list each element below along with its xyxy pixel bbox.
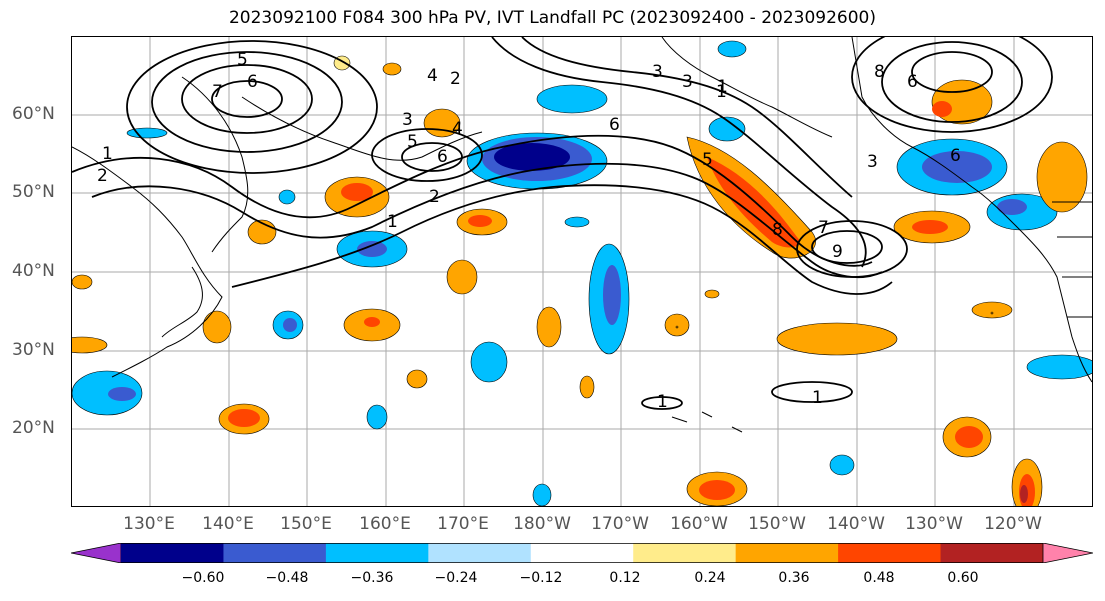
lat-label-40: 40°N <box>12 261 55 281</box>
neg-blob-bering <box>536 84 608 114</box>
pv-contours <box>72 37 1053 410</box>
contour-label: 3 <box>867 152 878 172</box>
colorbar-tick: −0.24 <box>434 570 478 586</box>
contour-label: 7 <box>818 218 829 238</box>
contour-label: 1 <box>716 82 727 102</box>
colorbar-tick: 0.24 <box>694 570 726 586</box>
map-canvas: 5 6 7 4 3 5 6 2 1 2 3 3 6 1 4 1 2 8 6 5 … <box>72 37 1092 506</box>
contour-label: 2 <box>97 166 108 186</box>
contour-label: 5 <box>237 50 248 70</box>
contour-label: 5 <box>407 132 418 152</box>
coastlines <box>72 37 1092 433</box>
colorbar-cells <box>71 543 1093 563</box>
colorbar-cell <box>325 543 429 563</box>
contour-label: 3 <box>652 62 663 82</box>
colorbar-cell <box>940 543 1044 563</box>
colorbar-cell <box>121 543 224 563</box>
colorbar-tick: −0.60 <box>181 570 225 586</box>
colorbar-cell <box>223 543 327 563</box>
contour-label: 4 <box>452 119 463 139</box>
lon-label: 150°W <box>748 514 806 534</box>
contour-label: 1 <box>102 144 113 164</box>
lon-label: 130°E <box>123 514 175 534</box>
lon-label: 140°W <box>827 514 885 534</box>
contour-label: 3 <box>402 110 413 130</box>
lon-label: 170°W <box>591 514 649 534</box>
colorbar-tick: 0.60 <box>947 570 979 586</box>
contour-label: 4 <box>427 66 438 86</box>
contour-label-group: 5 6 7 4 3 5 6 2 1 2 3 3 6 1 4 1 2 8 6 5 … <box>97 50 961 412</box>
graticule <box>72 37 1092 506</box>
contour-label: 7 <box>212 82 223 102</box>
lat-label-60: 60°N <box>12 104 55 124</box>
lon-label: 160°E <box>359 514 411 534</box>
contour-label: 9 <box>832 242 843 262</box>
contour-label: 1 <box>387 212 398 232</box>
colorbar-cell <box>735 543 839 563</box>
contour-label: 1 <box>812 388 823 408</box>
contour-label: 8 <box>772 220 783 240</box>
colorbar-cell <box>633 543 737 563</box>
contour-label: 5 <box>702 150 713 170</box>
colorbar-cell <box>838 543 942 563</box>
colorbar-tick: −0.48 <box>265 570 309 586</box>
map-title: 2023092100 F084 300 hPa PV, IVT Landfall… <box>228 8 876 28</box>
lon-label: 150°E <box>280 514 332 534</box>
lon-label: 170°E <box>437 514 489 534</box>
lat-label-50: 50°N <box>12 182 55 202</box>
colorbar-tick: −0.36 <box>350 570 394 586</box>
map-panel: 5 6 7 4 3 5 6 2 1 2 3 3 6 1 4 1 2 8 6 5 … <box>71 36 1093 507</box>
lon-label: 180°W <box>513 514 571 534</box>
colorbar-cell <box>428 543 532 563</box>
colorbar-extend-low <box>71 543 122 563</box>
contour-label: 1 <box>717 77 728 97</box>
contour-label: 2 <box>450 69 461 89</box>
contour-label: 6 <box>907 72 918 92</box>
colorbar-tick: 0.36 <box>778 570 810 586</box>
colorbar-extend-high <box>1042 543 1093 563</box>
lat-label-30: 30°N <box>12 340 55 360</box>
contour-label: 6 <box>950 146 961 166</box>
contour-label: 6 <box>247 72 258 92</box>
colorbar-tick: 0.12 <box>609 570 641 586</box>
colorbar-cell <box>530 543 634 563</box>
contour-label: 1 <box>657 392 668 412</box>
contour-label: 6 <box>437 147 448 167</box>
lon-label: 130°W <box>905 514 963 534</box>
colorbar <box>71 543 1093 563</box>
neg-blob-west <box>72 370 143 416</box>
contour-label: 2 <box>429 187 440 207</box>
lon-label: 160°W <box>670 514 728 534</box>
lon-label: 140°E <box>202 514 254 534</box>
contour-label: 6 <box>609 115 620 135</box>
lat-label-20: 20°N <box>12 418 55 438</box>
colorbar-tick: −0.12 <box>519 570 563 586</box>
contour-label: 8 <box>874 62 885 82</box>
lon-label: 120°W <box>984 514 1042 534</box>
colorbar-tick: 0.48 <box>863 570 895 586</box>
contour-label: 3 <box>682 72 693 92</box>
